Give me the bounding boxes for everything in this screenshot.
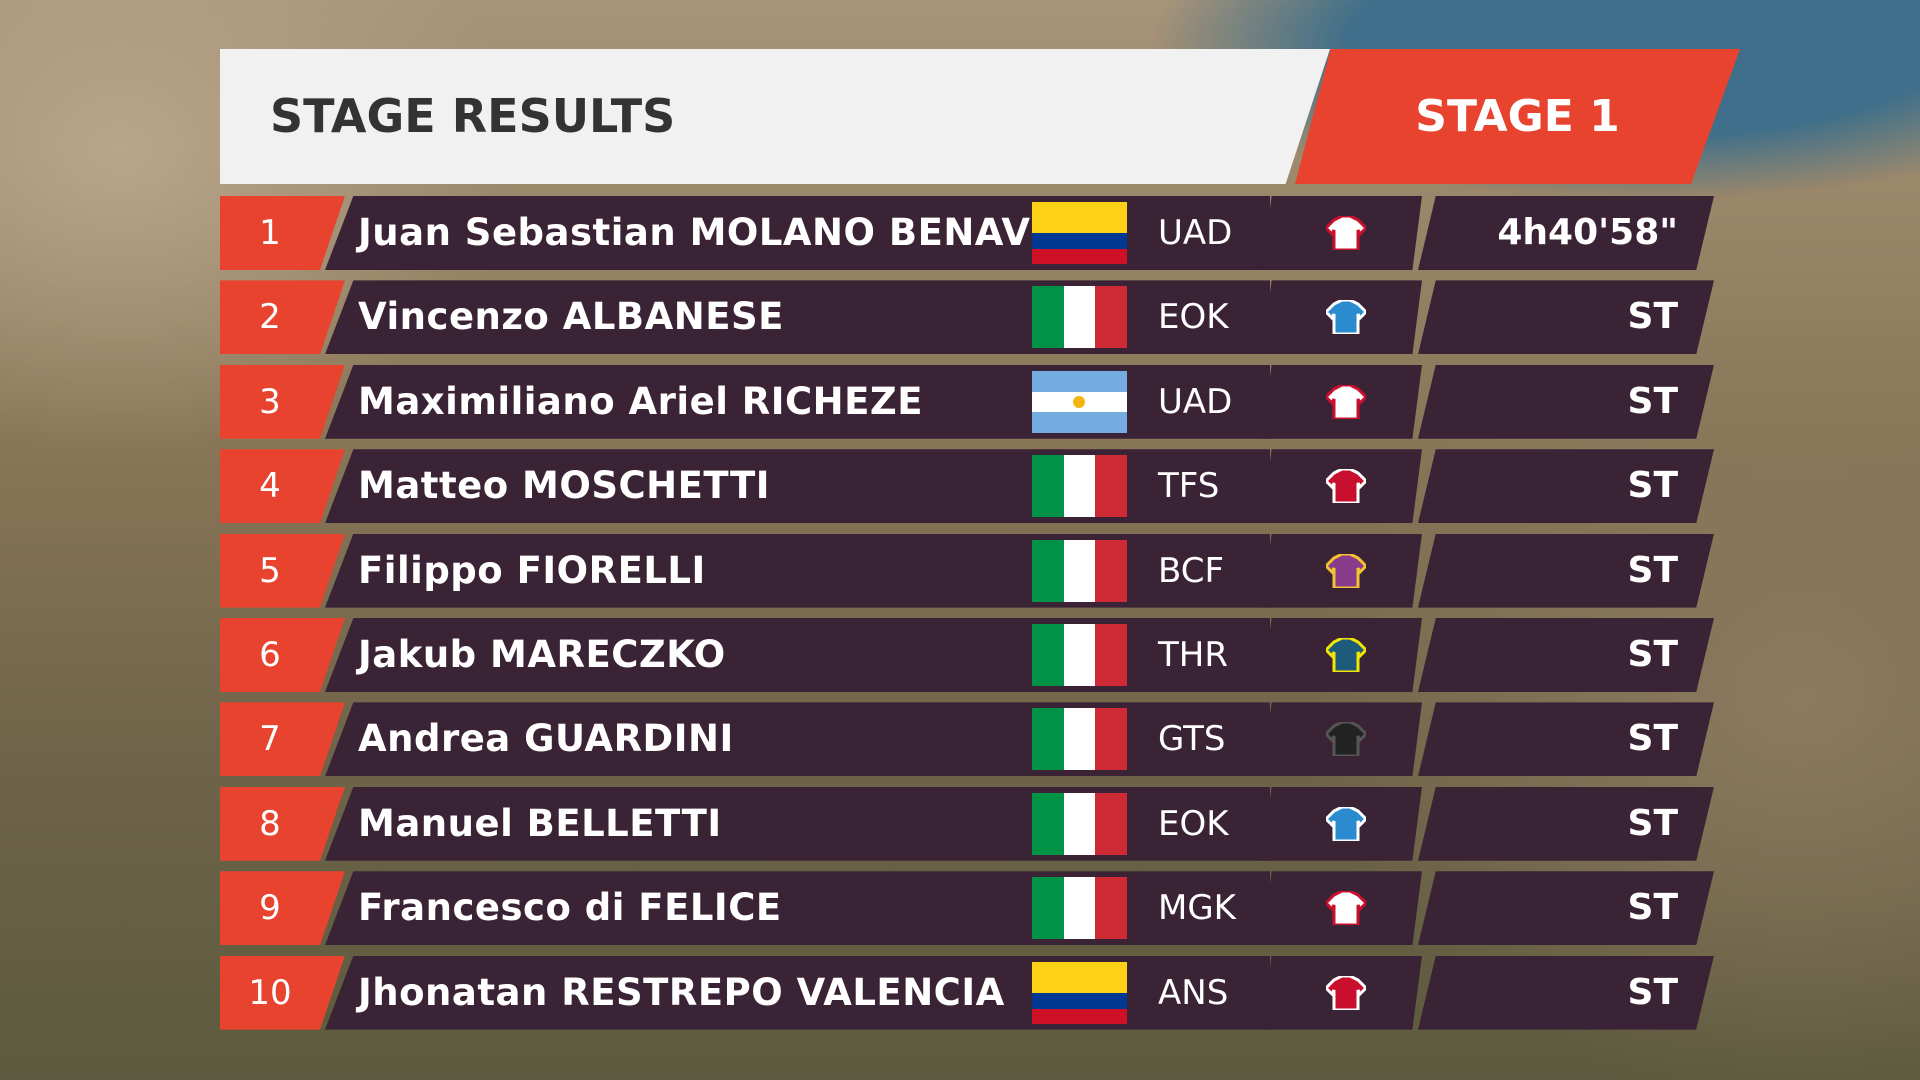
rank-box bbox=[220, 618, 345, 692]
time-cell bbox=[1418, 280, 1714, 355]
time-cell bbox=[1418, 449, 1714, 524]
jersey bbox=[1323, 805, 1369, 843]
flag bbox=[1032, 792, 1127, 855]
flag bbox=[1032, 455, 1127, 518]
jersey bbox=[1323, 552, 1369, 590]
rider-name: Andrea GUARDINI bbox=[358, 717, 734, 761]
rank: 3 bbox=[259, 381, 281, 422]
stage-badge bbox=[1295, 49, 1740, 184]
rank-box bbox=[220, 196, 345, 270]
rank-box bbox=[220, 449, 345, 524]
rank: 1 bbox=[259, 213, 281, 253]
rider-name: Francesco di FELICE bbox=[358, 886, 782, 930]
stage-label: STAGE 1 bbox=[1415, 91, 1620, 142]
rider-name: Filippo FIORELLI bbox=[358, 548, 706, 592]
rank-box bbox=[220, 871, 345, 946]
time-cell bbox=[1418, 702, 1714, 777]
flag bbox=[1032, 961, 1127, 1024]
rank: 5 bbox=[259, 550, 281, 591]
rank: 7 bbox=[259, 719, 281, 760]
rank-box bbox=[220, 702, 345, 777]
team-code: TFS bbox=[1158, 466, 1220, 507]
header-title: STAGE RESULTS bbox=[270, 89, 676, 143]
header-bar bbox=[220, 49, 1330, 184]
team-code: UAD bbox=[1158, 381, 1233, 422]
rank: 2 bbox=[259, 297, 281, 338]
flag bbox=[1032, 286, 1127, 349]
flag bbox=[1032, 624, 1127, 686]
time-cell bbox=[1418, 364, 1714, 439]
jersey bbox=[1323, 383, 1369, 421]
team-code: UAD bbox=[1158, 213, 1233, 253]
team-code: BCF bbox=[1158, 550, 1225, 591]
flag bbox=[1032, 877, 1127, 940]
jersey bbox=[1323, 974, 1369, 1012]
team-code: THR bbox=[1158, 635, 1228, 675]
rider-name: Matteo MOSCHETTI bbox=[358, 464, 770, 508]
rider-name: Jakub MARECZKO bbox=[358, 633, 726, 676]
team-code: GTS bbox=[1158, 719, 1226, 760]
time-cell bbox=[1418, 871, 1714, 946]
flag bbox=[1032, 539, 1127, 602]
time-cell bbox=[1418, 196, 1714, 270]
rider-name: Jhonatan RESTREPO VALENCIA bbox=[358, 970, 1005, 1014]
team-code: MGK bbox=[1158, 888, 1236, 929]
time: ST bbox=[1627, 802, 1678, 844]
rider-name: Juan Sebastian MOLANO BENAVIDES bbox=[358, 211, 1129, 254]
rider-name: Vincenzo ALBANESE bbox=[358, 295, 784, 339]
rank-box bbox=[220, 533, 345, 608]
rank: 4 bbox=[259, 466, 281, 507]
rank-box bbox=[220, 280, 345, 355]
time: ST bbox=[1627, 380, 1678, 422]
flag bbox=[1032, 370, 1127, 433]
jersey bbox=[1323, 214, 1369, 252]
rank-box bbox=[220, 364, 345, 439]
rider-name: Manuel BELLETTI bbox=[358, 801, 722, 845]
flag bbox=[1032, 708, 1127, 771]
rank: 8 bbox=[259, 803, 281, 844]
time-cell bbox=[1418, 618, 1714, 692]
team-code: EOK bbox=[1158, 297, 1229, 338]
rank: 6 bbox=[259, 635, 281, 675]
team-code: ANS bbox=[1158, 972, 1229, 1013]
time-cell bbox=[1418, 533, 1714, 608]
jersey bbox=[1323, 467, 1369, 505]
time-cell bbox=[1418, 955, 1714, 1030]
flag bbox=[1032, 202, 1127, 264]
time: ST bbox=[1627, 465, 1678, 507]
time: ST bbox=[1627, 718, 1678, 760]
time: ST bbox=[1627, 634, 1678, 675]
time: ST bbox=[1627, 887, 1678, 929]
jersey bbox=[1323, 720, 1369, 758]
rank: 10 bbox=[248, 972, 292, 1013]
time: ST bbox=[1627, 549, 1678, 591]
jersey bbox=[1323, 636, 1369, 674]
time-cell bbox=[1418, 786, 1714, 861]
jersey bbox=[1323, 298, 1369, 336]
time: ST bbox=[1627, 296, 1678, 338]
rider-name: Maximiliano Ariel RICHEZE bbox=[358, 379, 924, 423]
rank: 9 bbox=[259, 888, 281, 929]
team-code: EOK bbox=[1158, 803, 1229, 844]
time: 4h40'58" bbox=[1497, 212, 1678, 253]
time: ST bbox=[1627, 971, 1678, 1013]
rank-box bbox=[220, 786, 345, 861]
jersey bbox=[1323, 889, 1369, 927]
rank-box bbox=[220, 955, 345, 1030]
